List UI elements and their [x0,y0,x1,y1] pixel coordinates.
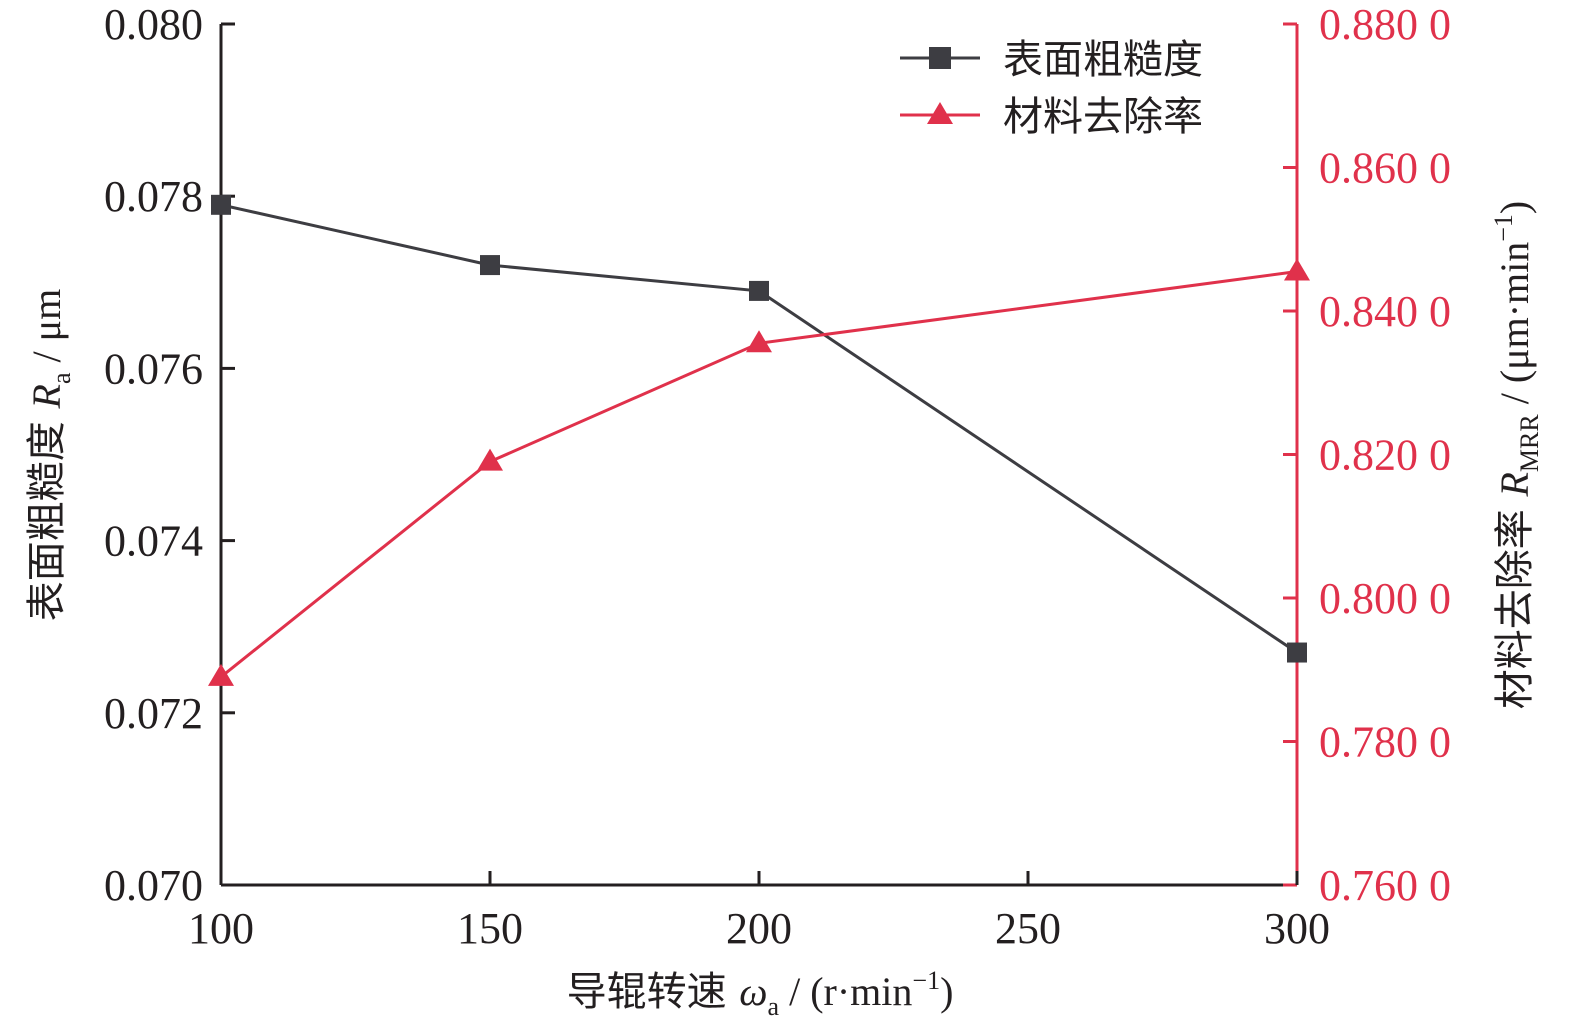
left-y-tick-label: 0.074 [104,517,203,566]
right-y-tick-label: 0.840 0 [1319,287,1451,336]
x-axis-title-suffix: / (r·min [779,969,912,1014]
series-mrr-point [746,330,772,353]
x-axis-title-close: ) [940,969,953,1014]
left-y-tick-label: 0.076 [104,344,203,393]
right-y-axis-title-close: ) [1492,201,1537,214]
legend-item-mrr: 材料去除率 [900,94,1203,140]
right-y-axis-title: 材料去除率 RMRR / (μm·min−1) [1489,201,1544,710]
series-roughness-point [480,255,500,276]
left-y-axis-title: 表面粗糙度 Ra / μm [24,289,76,621]
right-y-tick-label: 0.820 0 [1319,431,1451,480]
series-roughness-point [749,280,769,301]
x-axis-title-prefix: 导辊转速 [567,969,740,1015]
series-roughness-point [1287,642,1307,663]
right-y-tick-label: 0.760 0 [1319,861,1451,910]
left-y-axis-title-subscript: a [47,372,76,384]
x-tick-label: 150 [457,904,523,953]
left-y-axis-title-prefix: 表面粗糙度 [24,408,70,621]
axes-group: 0.070 0.072 0.074 0.076 0.078 0.080 0.760 0 0.7… [104,0,1451,953]
left-y-tick-label: 0.070 [104,861,203,910]
x-axis-title-symbol: ω [739,969,767,1014]
right-y-axis-title-symbol: R [1492,472,1537,497]
legend: 表面粗糙度 材料去除率 [900,37,1203,140]
series-group [208,194,1310,686]
x-tick-label: 300 [1264,904,1330,953]
left-y-axis-title-suffix: / μm [24,289,69,373]
x-axis-title-superscript: −1 [912,966,940,995]
legend-roughness-label: 表面粗糙度 [1003,37,1203,83]
series-roughness-line [220,203,1298,654]
left-y-tick-label: 0.072 [104,689,203,738]
series-mrr-line [220,270,1298,679]
right-y-axis-title-prefix: 材料去除率 [1492,497,1538,710]
right-y-tick-label: 0.880 0 [1319,0,1451,49]
right-y-axis-title-subscript: MRR [1515,414,1544,472]
x-tick-label: 250 [995,904,1061,953]
right-y-axis-title-suffix: / (μm·min [1492,242,1537,415]
right-y-tick-label: 0.860 0 [1319,144,1451,193]
right-y-axis-title-superscript: −1 [1489,214,1518,242]
right-y-tick-label: 0.780 0 [1319,718,1451,767]
series-roughness-point [211,194,231,215]
legend-mrr-triangle-marker-icon [927,102,953,124]
legend-mrr-label: 材料去除率 [1003,94,1203,140]
x-tick-label: 100 [188,904,254,953]
series-mrr-point [477,448,503,471]
x-tick-label: 200 [726,904,792,953]
left-y-axis-title-symbol: R [24,384,69,409]
legend-roughness-square-marker-icon [929,47,951,69]
x-axis-title-subscript: a [768,992,780,1021]
series-mrr-point [1284,258,1310,281]
left-y-tick-label: 0.080 [104,0,203,49]
right-y-tick-label: 0.800 0 [1319,574,1451,623]
series-mrr-point [208,663,234,686]
x-axis-title: 导辊转速 ωa / (r·min−1) [567,966,954,1021]
legend-item-roughness: 表面粗糙度 [900,37,1203,83]
left-y-tick-label: 0.078 [104,172,203,221]
